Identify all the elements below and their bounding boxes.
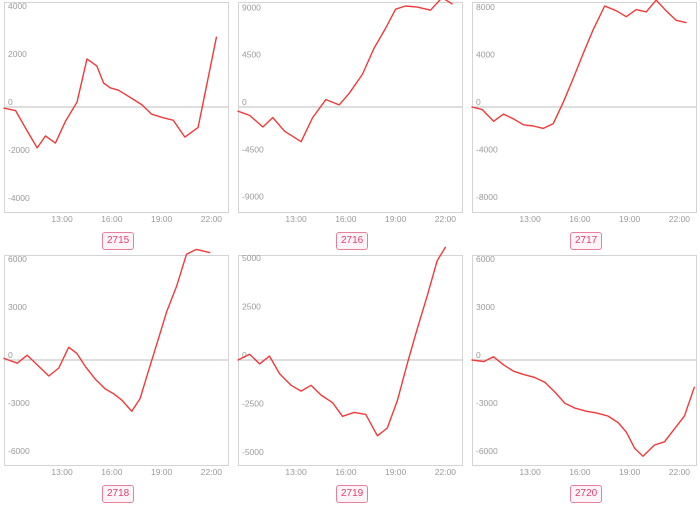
y-tick-label: -3000 — [8, 398, 30, 408]
x-tick-label: 16:00 — [101, 467, 123, 477]
y-tick-label: -3000 — [476, 398, 498, 408]
x-tick-label: 19:00 — [151, 467, 173, 477]
chart-panel-2718: 6000 3000 0 -3000 -6000 13:00 16:00 19:00 22:00 2… — [0, 248, 232, 505]
x-tick-label: 16:00 — [335, 467, 357, 477]
y-tick-label: 0 — [242, 350, 247, 360]
x-tick-label: 22:00 — [435, 467, 457, 477]
y-tick-label: 3000 — [8, 302, 27, 312]
y-tick-label: -6000 — [8, 446, 30, 456]
chart-label-badge[interactable]: 2715 — [102, 232, 135, 250]
y-tick-label: 0 — [242, 97, 247, 107]
x-tick-label: 19:00 — [619, 467, 641, 477]
chart-label-badge[interactable]: 2717 — [570, 232, 603, 250]
x-tick-label: 22:00 — [201, 214, 223, 224]
x-tick-label: 19:00 — [385, 214, 407, 224]
y-tick-label: 0 — [8, 97, 13, 107]
x-tick-label: 13:00 — [285, 214, 307, 224]
series-line — [237, 0, 453, 143]
y-tick-label: 9000 — [242, 2, 261, 12]
chart-panel-2719: 5000 2500 0 -2500 -5000 13:00 16:00 19:00 22:00 2… — [234, 246, 466, 505]
x-tick-label: 19:00 — [151, 214, 173, 224]
y-tick-label: 0 — [476, 350, 481, 360]
x-tick-label: 22:00 — [201, 467, 223, 477]
chart-panel-2715: 4000 2000 0 -2000 -4000 13:00 16:00 19:00 22:00 2… — [0, 0, 232, 252]
chart-label-badge[interactable]: 2718 — [102, 485, 135, 503]
y-tick-label: -4500 — [242, 144, 264, 154]
x-tick-label: 13:00 — [285, 467, 307, 477]
y-tick-label: -2500 — [242, 399, 264, 409]
chart-label-badge[interactable]: 2719 — [336, 485, 369, 503]
y-tick-label: 4500 — [242, 50, 261, 60]
chart-label-badge[interactable]: 2716 — [336, 232, 369, 250]
series-line — [471, 0, 687, 130]
y-tick-label: -8000 — [476, 192, 498, 202]
x-tick-label: 13:00 — [519, 214, 541, 224]
x-tick-label: 16:00 — [569, 214, 591, 224]
series-line — [3, 248, 211, 413]
x-tick-label: 13:00 — [51, 467, 73, 477]
x-tick-label: 22:00 — [669, 214, 691, 224]
series-line — [471, 356, 696, 457]
x-tick-label: 22:00 — [669, 467, 691, 477]
y-tick-label: -9000 — [242, 192, 264, 202]
x-tick-label: 22:00 — [435, 214, 457, 224]
y-tick-label: -4000 — [8, 193, 30, 203]
y-tick-label: 4000 — [476, 49, 495, 59]
y-tick-label: 6000 — [8, 254, 27, 264]
line-chart: 5000 2500 0 -2500 -5000 13:00 16:00 19:00 22:00 — [237, 246, 463, 477]
x-tick-label: 13:00 — [519, 467, 541, 477]
line-chart: 6000 3000 0 -3000 -6000 13:00 16:00 19:00 22:00 — [471, 254, 697, 477]
y-tick-label: 6000 — [476, 254, 495, 264]
y-tick-label: 0 — [8, 350, 13, 360]
y-tick-label: -2000 — [8, 145, 30, 155]
chart-panel-2720: 6000 3000 0 -3000 -6000 13:00 16:00 19:00 22:00 2… — [468, 253, 700, 505]
x-tick-label: 19:00 — [619, 214, 641, 224]
chart-label-badge[interactable]: 2720 — [570, 485, 603, 503]
x-tick-label: 13:00 — [51, 214, 73, 224]
y-tick-label: 2500 — [242, 301, 261, 311]
y-tick-label: 5000 — [242, 253, 261, 263]
series-line — [3, 36, 218, 149]
x-tick-label: 16:00 — [101, 214, 123, 224]
chart-panel-2717: 8000 4000 0 -4000 -8000 13:00 16:00 19:00 22:00 2… — [468, 0, 700, 252]
y-tick-label: -5000 — [242, 447, 264, 457]
y-tick-label: 0 — [476, 97, 481, 107]
y-tick-label: 8000 — [476, 2, 495, 12]
line-chart: 8000 4000 0 -4000 -8000 13:00 16:00 19:00 22:00 — [471, 0, 697, 224]
series-line — [237, 246, 447, 437]
x-tick-label: 19:00 — [385, 467, 407, 477]
line-chart: 9000 4500 0 -4500 -9000 13:00 16:00 19:00 22:00 — [237, 0, 463, 224]
y-tick-label: -6000 — [476, 446, 498, 456]
y-tick-label: 2000 — [8, 49, 27, 59]
x-tick-label: 16:00 — [569, 467, 591, 477]
line-chart: 4000 2000 0 -2000 -4000 13:00 16:00 19:00 22:00 — [3, 1, 229, 224]
y-tick-label: -4000 — [476, 145, 498, 155]
chart-panel-2716: 9000 4500 0 -4500 -9000 13:00 16:00 19:00 22:00 2… — [234, 0, 466, 252]
y-tick-label: 4000 — [8, 1, 27, 11]
x-tick-label: 16:00 — [335, 214, 357, 224]
y-tick-label: 3000 — [476, 302, 495, 312]
line-chart: 6000 3000 0 -3000 -6000 13:00 16:00 19:00 22:00 — [3, 248, 229, 477]
